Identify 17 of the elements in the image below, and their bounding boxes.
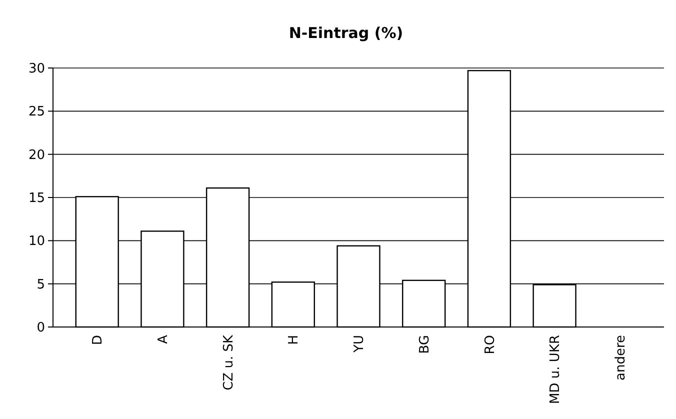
y-tick-label: 0 bbox=[36, 320, 45, 336]
y-tick-label: 10 bbox=[28, 234, 45, 250]
x-tick-label: BG bbox=[417, 335, 432, 354]
x-tick-label: YU bbox=[352, 335, 368, 354]
y-tick-label: 5 bbox=[36, 277, 45, 292]
x-tick-label: RO bbox=[482, 335, 498, 354]
x-tick-label: D bbox=[90, 335, 106, 346]
y-tick-label: 25 bbox=[28, 104, 45, 120]
y-tick-label: 15 bbox=[28, 191, 45, 206]
y-tick-label: 30 bbox=[28, 62, 45, 77]
y-tick-label: 20 bbox=[28, 148, 45, 163]
x-tick-label: CZ u. SK bbox=[221, 334, 236, 390]
x-tick-label: MD u. UKR bbox=[548, 335, 564, 404]
chart-title: N-Eintrag (%) bbox=[288, 24, 404, 42]
x-tick-label: andere bbox=[613, 335, 628, 381]
x-tick-label: A bbox=[156, 334, 172, 344]
x-tick-label: H bbox=[286, 335, 302, 345]
